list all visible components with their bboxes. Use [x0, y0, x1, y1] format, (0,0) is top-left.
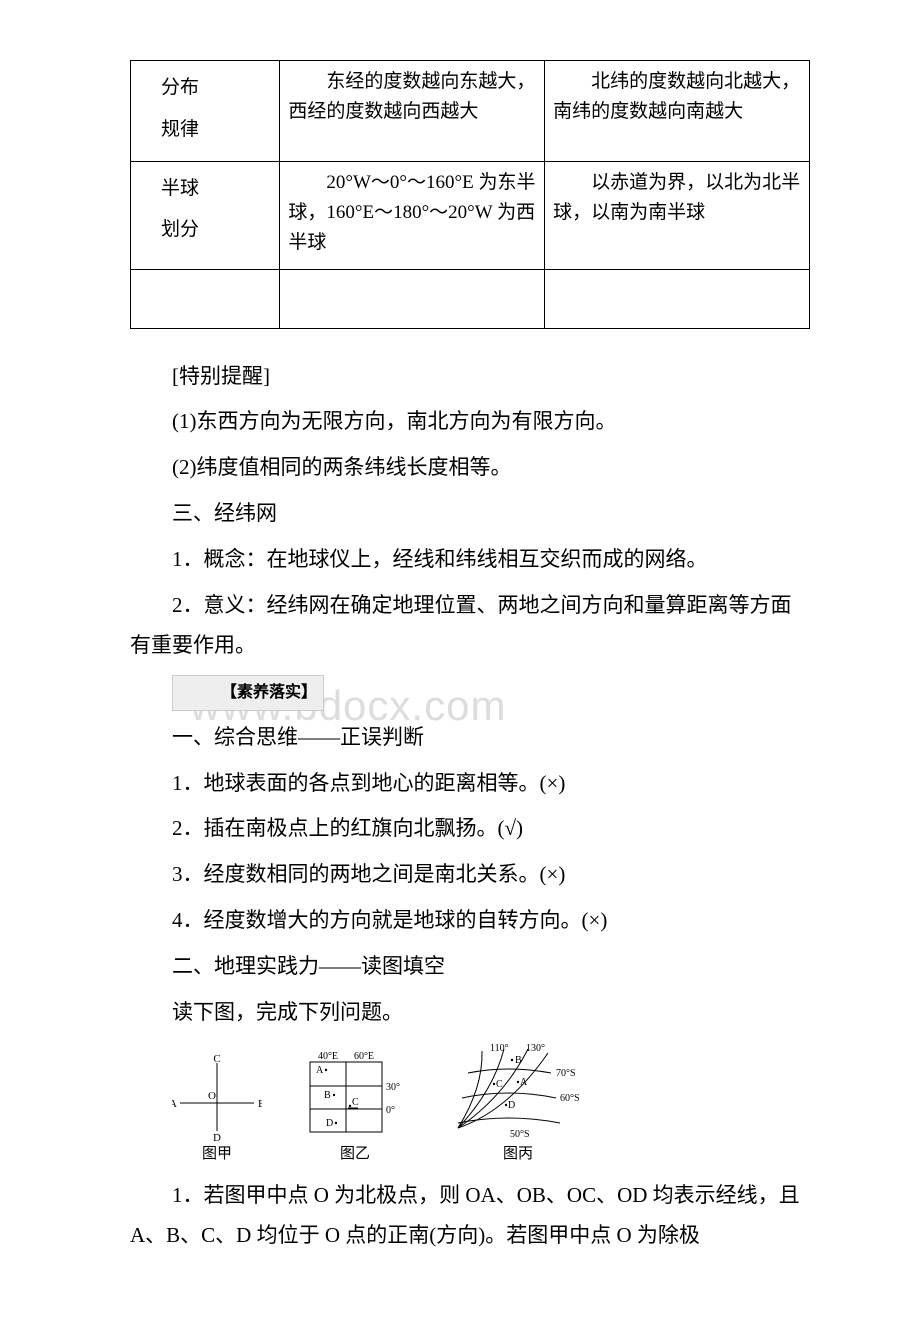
- pt-C: C: [496, 1079, 503, 1090]
- figure-yi: 40°E 60°E 30° 0° A B C D 图乙: [290, 1048, 420, 1162]
- reminder-item: (2)纬度值相同的两条纬线长度相等。: [130, 448, 810, 488]
- pt-C: C: [352, 1097, 359, 1108]
- cell: [280, 269, 545, 328]
- section-para: 1．概念：在地球仪上，经线和纬线相互交织而成的网络。: [130, 540, 810, 580]
- judgement-item: 1．地球表面的各点到地心的距离相等。(×): [130, 764, 810, 804]
- section-title: 三、经纬网: [130, 494, 810, 534]
- part1-title: 一、综合思维——正误判断: [130, 718, 810, 758]
- diagram-bing: 110° 130° 70°S 60°S 50°S B A C D: [448, 1043, 588, 1143]
- lon-60: 60°E: [354, 1051, 374, 1062]
- diagram-jia: C A B O D: [172, 1053, 262, 1143]
- lon-40: 40°E: [318, 1051, 338, 1062]
- part2-lead: 读下图，完成下列问题。: [130, 993, 810, 1033]
- pt-A: A: [316, 1065, 324, 1076]
- pt-O: O: [208, 1090, 216, 1102]
- reminder-item: (1)东西方向为无限方向，南北方向为有限方向。: [130, 402, 810, 442]
- figure-jia: C A B O D 图甲: [172, 1053, 262, 1162]
- practice-label: 【素养落实】: [172, 675, 324, 711]
- diagram-yi: 40°E 60°E 30° 0° A B C D: [290, 1048, 420, 1143]
- pt-D: D: [213, 1132, 221, 1143]
- figure-bing: 110° 130° 70°S 60°S 50°S B A C D 图丙: [448, 1043, 588, 1162]
- judgement-item: 3．经度数相同的两地之间是南北关系。(×): [130, 855, 810, 895]
- cell: 北纬的度数越向北越大，南纬的度数越向南越大: [545, 61, 810, 162]
- lat-30: 30°: [386, 1082, 400, 1093]
- lat-0: 0°: [386, 1105, 395, 1116]
- row-label: [131, 269, 280, 328]
- lat-50: 50°S: [510, 1129, 530, 1140]
- pt-A: A: [520, 1077, 528, 1088]
- cell: [545, 269, 810, 328]
- figure-caption: 图丙: [503, 1147, 533, 1162]
- comparison-table: 分布规律 东经的度数越向东越大，西经的度数越向西越大 北纬的度数越向北越大，南纬…: [130, 60, 810, 329]
- pt-C: C: [213, 1053, 220, 1065]
- row-label: 半球划分: [131, 161, 280, 269]
- table-row: 分布规律 东经的度数越向东越大，西经的度数越向西越大 北纬的度数越向北越大，南纬…: [131, 61, 810, 162]
- section-para: 2．意义：经纬网在确定地理位置、两地之间方向和量算距离等方面有重要作用。: [130, 586, 810, 666]
- judgement-item: 2．插在南极点上的红旗向北飘扬。(√): [130, 809, 810, 849]
- pt-D: D: [326, 1118, 333, 1129]
- cell: 以赤道为界，以北为北半球，以南为南半球: [545, 161, 810, 269]
- cell: 东经的度数越向东越大，西经的度数越向西越大: [280, 61, 545, 162]
- pt-B: B: [515, 1055, 522, 1066]
- pt-B: B: [324, 1090, 331, 1101]
- lat-60: 60°S: [560, 1093, 580, 1104]
- figure-caption: 图乙: [340, 1147, 370, 1162]
- cell: 20°W～0°～160°E 为东半球，160°E～180°～20°W 为西半球: [280, 161, 545, 269]
- pt-D: D: [508, 1100, 515, 1111]
- lat-70: 70°S: [556, 1068, 576, 1079]
- row-label: 分布规律: [131, 61, 280, 162]
- part2-title: 二、地理实践力——读图填空: [130, 947, 810, 987]
- question-1: 1．若图甲中点 O 为北极点，则 OA、OB、OC、OD 均表示经线，且 A、B…: [130, 1176, 810, 1256]
- figure-row: C A B O D 图甲 40°E 60°E 30° 0° A B C D: [172, 1043, 810, 1162]
- pt-B: B: [258, 1098, 262, 1110]
- table-row: 半球划分 20°W～0°～160°E 为东半球，160°E～180°～20°W …: [131, 161, 810, 269]
- practice-heading-row: www.bdocx.com 【素养落实】: [130, 672, 810, 712]
- lon-110: 110°: [490, 1043, 509, 1054]
- lon-130: 130°: [526, 1043, 545, 1054]
- judgement-item: 4．经度数增大的方向就是地球的自转方向。(×): [130, 901, 810, 941]
- figure-caption: 图甲: [202, 1147, 232, 1162]
- reminder-title: [特别提醒]: [130, 357, 810, 397]
- pt-A: A: [172, 1098, 177, 1110]
- table-row: [131, 269, 810, 328]
